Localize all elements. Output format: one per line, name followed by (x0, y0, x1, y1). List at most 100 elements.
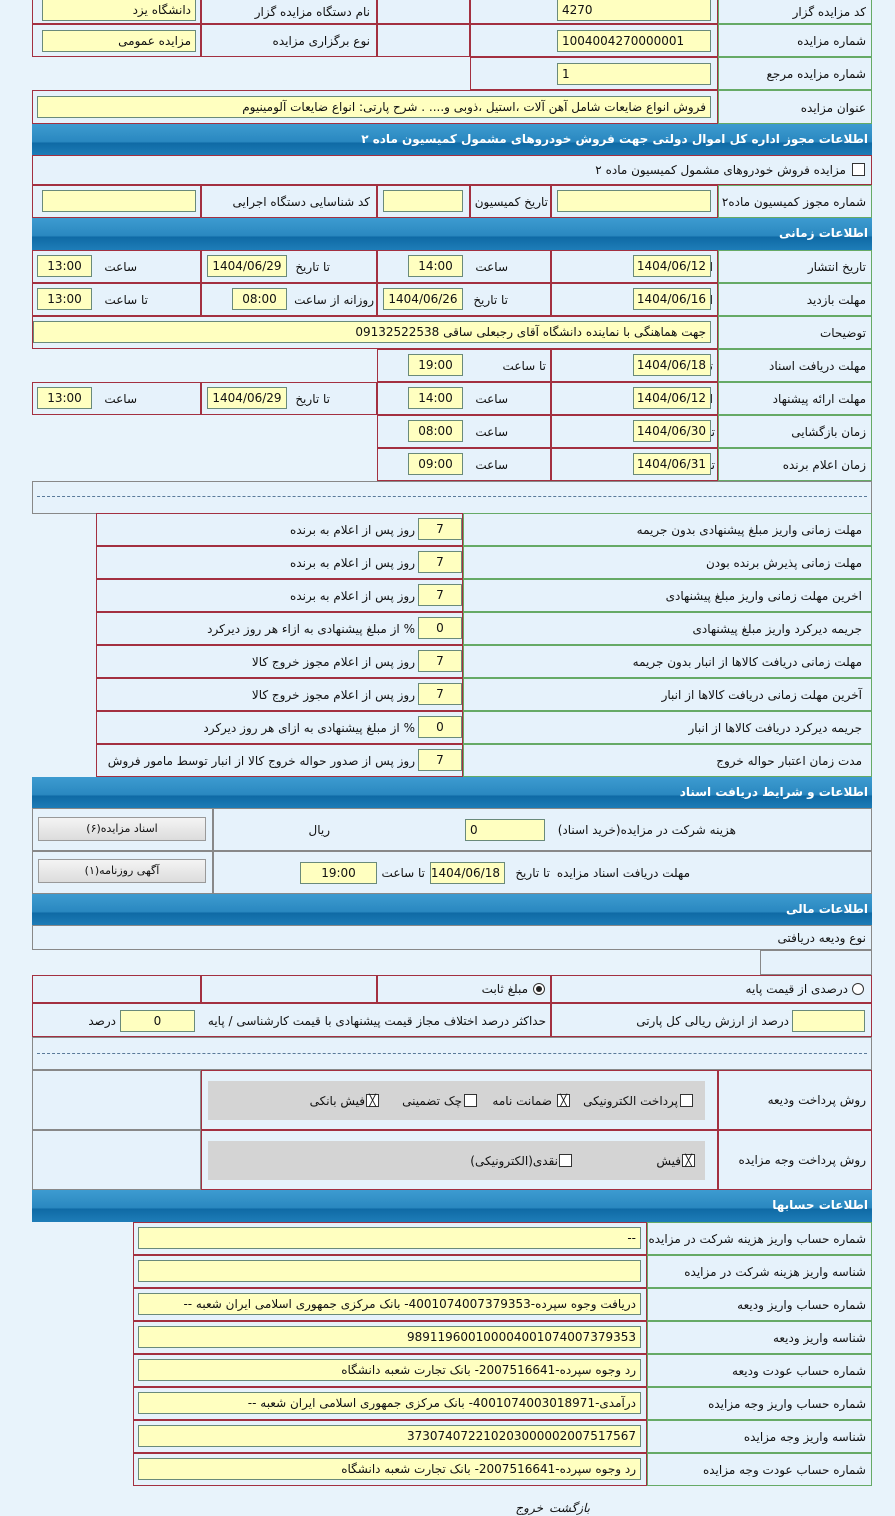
deposit-percent-radio[interactable] (852, 983, 864, 995)
auction-title-field[interactable]: فروش انواع ضایعات شامل آهن آلات ،استیل ،… (37, 96, 711, 118)
account-label: شناسه واریز وجه مزایده (743, 1430, 866, 1444)
auction-type-field[interactable]: مزایده عمومی (42, 30, 196, 52)
term-label: اخرین مهلت زمانی واریز مبلغ پیشنهادی (665, 589, 862, 603)
visit-until-field[interactable]: 13:00 (37, 288, 92, 310)
publish-to-field[interactable]: 1404/06/29 (207, 255, 287, 277)
publish-end-time-field[interactable]: 13:00 (37, 255, 92, 277)
deposit-method-checkbox[interactable]: ╳ (366, 1094, 379, 1107)
account-value-field[interactable] (138, 1260, 641, 1282)
bidder-code-field[interactable]: 4270 (557, 0, 711, 21)
form-cell (32, 155, 872, 185)
account-value-field[interactable]: دریافت وجوه سپرده-4001074007379353- بانک… (138, 1293, 641, 1315)
term-value-field[interactable]: 7 (418, 683, 462, 705)
commission-date-field[interactable] (383, 190, 463, 212)
document-fee-field[interactable]: 0 (465, 819, 545, 841)
offer-to-field[interactable]: 1404/06/29 (207, 387, 287, 409)
back-link[interactable]: بازگشت (549, 1501, 590, 1515)
form-cell (32, 1070, 201, 1130)
term-label: مهلت زمانی پذیرش برنده بودن (705, 556, 862, 570)
winner-time-field[interactable]: 09:00 (408, 453, 463, 475)
account-label: شناسه واریز ودیعه (772, 1331, 866, 1345)
form-cell (718, 283, 872, 316)
term-label: آخرین مهلت زمانی دریافت کالاها از انبار (661, 688, 862, 702)
auction-documents-button[interactable]: اسناد مزایده(۶) (38, 817, 206, 841)
form-cell (718, 349, 872, 382)
executive-code-field[interactable] (42, 190, 196, 212)
term-value-field[interactable]: 0 (418, 617, 462, 639)
term-value-field[interactable]: 7 (418, 551, 462, 573)
term-value-field[interactable]: 7 (418, 650, 462, 672)
form-cell (96, 645, 463, 678)
separator-box (32, 481, 872, 514)
term-unit: روز پس از اعلام به برنده (290, 556, 415, 570)
account-label: شماره حساب واریز وجه مزایده (708, 1397, 866, 1411)
term-value-field[interactable]: 7 (418, 584, 462, 606)
deposit-method-checkbox[interactable] (464, 1094, 477, 1107)
form-cell (463, 645, 872, 678)
payment-method-checkbox[interactable]: ╳ (682, 1154, 695, 1167)
form-cell (718, 1130, 872, 1190)
deposit-method-checkbox[interactable] (680, 1094, 693, 1107)
deposit-type-label: نوع ودیعه دریافتی (777, 931, 866, 945)
account-value-field[interactable]: رد وجوه سپرده-2007516641- بانک تجارت شعب… (138, 1359, 641, 1381)
offer-end-time-field[interactable]: 13:00 (37, 387, 92, 409)
account-value-field[interactable]: درآمدی-4001074003018971- بانک مرکزی جمهو… (138, 1392, 641, 1414)
form-cell (201, 0, 377, 24)
docs-to-field[interactable]: 1404/06/18 (633, 354, 711, 376)
offer-from-field[interactable]: 1404/06/12 (633, 387, 711, 409)
form-cell (377, 0, 470, 24)
offer-time-field[interactable]: 14:00 (408, 387, 463, 409)
term-unit: روز پس از صدور حواله خروج کالا از انبار … (107, 754, 415, 768)
winner-date-field[interactable]: 1404/06/31 (633, 453, 711, 475)
visit-daily-label: روزانه از ساعت (294, 293, 374, 307)
deposit-method-checkbox[interactable]: ╳ (557, 1094, 570, 1107)
opening-date-field[interactable]: 1404/06/30 (633, 420, 711, 442)
docs-time-field[interactable]: 19:00 (408, 354, 463, 376)
auction-number-field[interactable]: 1004004270000001 (557, 30, 711, 52)
opening-time-field[interactable]: 08:00 (408, 420, 463, 442)
commission-permit-field[interactable] (557, 190, 711, 212)
term-unit: روز پس از اعلام مجوز خروج کالا (251, 688, 415, 702)
visit-from-field[interactable]: 1404/06/16 (633, 288, 711, 310)
term-value-field[interactable]: 7 (418, 518, 462, 540)
exit-link[interactable]: خروج (515, 1501, 543, 1515)
form-cell (201, 975, 377, 1003)
account-value-field[interactable]: رد وجوه سپرده-2007516641- بانک تجارت شعب… (138, 1458, 641, 1480)
form-cell (718, 382, 872, 415)
account-value-field[interactable]: 373074072210203000002007517567 (138, 1425, 641, 1447)
account-value-field[interactable]: -- (138, 1227, 641, 1249)
org-name-field[interactable]: دانشگاه یزد (42, 0, 196, 21)
visit-to-field[interactable]: 1404/06/26 (383, 288, 463, 310)
max-difference-field[interactable]: 0 (120, 1010, 195, 1032)
form-cell (377, 975, 551, 1003)
notes-field[interactable]: جهت هماهنگی با نماینده دانشگاه آقای رجبع… (33, 321, 711, 343)
form-cell (463, 612, 872, 645)
documents-to-field[interactable]: 1404/06/18 (430, 862, 505, 884)
account-value-field[interactable]: 989119600100004001074007379353 (138, 1326, 641, 1348)
deposit-fixed-radio[interactable] (533, 983, 545, 995)
deposit-percent-field[interactable] (792, 1010, 865, 1032)
reference-number-label: شماره مزایده مرجع (766, 67, 866, 81)
commission-checkbox[interactable] (852, 163, 865, 176)
form-cell (718, 90, 872, 124)
term-value-field[interactable]: 7 (418, 749, 462, 771)
form-cell (647, 1255, 872, 1288)
publish-from-field[interactable]: 1404/06/12 (633, 255, 711, 277)
visit-daily-field[interactable]: 08:00 (232, 288, 287, 310)
visit-to-label: تا تاریخ (473, 293, 508, 307)
term-value-field[interactable]: 0 (418, 716, 462, 738)
form-cell (96, 579, 463, 612)
deposit-percent-label: درصدی از قیمت پایه (745, 982, 848, 996)
form-cell (377, 349, 551, 382)
reference-number-field[interactable]: 1 (557, 63, 711, 85)
form-cell (96, 744, 463, 777)
documents-time-field[interactable]: 19:00 (300, 862, 377, 884)
term-unit: روز پس از اعلام به برنده (290, 523, 415, 537)
publish-time-field[interactable]: 14:00 (408, 255, 463, 277)
newspaper-ad-button[interactable]: آگهی روزنامه(۱) (38, 859, 206, 883)
form-cell (463, 579, 872, 612)
executive-code-label: کد شناسایی دستگاه اجرایی (232, 195, 370, 209)
payment-method-checkbox[interactable] (559, 1154, 572, 1167)
financial-section-header: اطلاعات مالی (32, 894, 872, 926)
bidder-code-label: کد مزایده گزار (792, 5, 866, 19)
